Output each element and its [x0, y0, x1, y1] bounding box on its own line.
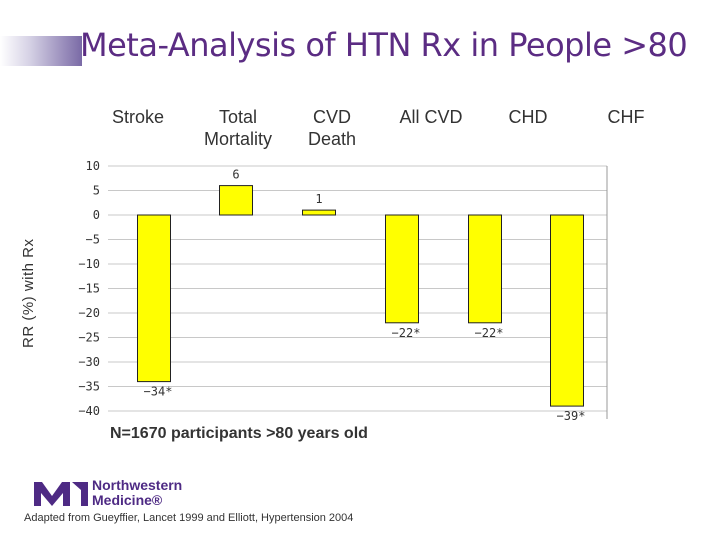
data-label: 1	[315, 192, 322, 206]
data-label: −22*	[475, 326, 504, 340]
bar	[468, 214, 502, 324]
category-label-chf: CHF	[607, 107, 645, 127]
category-label-cvd-death: CVD Death	[307, 107, 357, 149]
data-label: −22*	[392, 326, 421, 340]
footnote: N=1670 participants >80 years old	[110, 425, 368, 442]
y-tick-label: −30	[78, 355, 100, 369]
northwestern-medicine-logo-icon	[34, 482, 88, 506]
y-tick-label: −40	[78, 404, 100, 418]
slide-title: Meta-Analysis of HTN Rx in People >80	[80, 26, 688, 64]
category-label-stroke: Stroke	[111, 107, 165, 127]
y-tick-label: −5	[86, 233, 100, 247]
y-tick-label: −25	[78, 331, 100, 345]
y-tick-label: −15	[78, 282, 100, 296]
data-label: −39*	[557, 409, 586, 423]
data-label: −34*	[144, 385, 173, 399]
category-label-chd: CHD	[508, 107, 548, 127]
y-tick-label: −35	[78, 380, 100, 394]
bar	[550, 214, 584, 407]
bar	[219, 185, 253, 216]
title-accent-bar	[0, 36, 82, 66]
data-label: 6	[232, 168, 239, 182]
logo-line-1: Northwestern	[92, 477, 183, 493]
y-tick-label: 10	[86, 159, 100, 173]
y-tick-label: −10	[78, 257, 100, 271]
y-tick-label: 0	[93, 208, 100, 222]
bar	[385, 214, 419, 324]
category-label-all-cvd: All CVD	[399, 107, 463, 127]
y-tick-label: −20	[78, 306, 100, 320]
logo-line-2: Medicine®	[92, 492, 163, 508]
category-label-total-mortality: Total Mortality	[203, 107, 272, 149]
logo-wordmark: Northwestern Medicine®	[92, 478, 182, 508]
y-tick-label: 5	[93, 184, 100, 198]
source-citation: Adapted from Gueyffier, Lancet 1999 and …	[24, 512, 354, 524]
bar	[302, 209, 336, 216]
bar	[137, 214, 171, 383]
